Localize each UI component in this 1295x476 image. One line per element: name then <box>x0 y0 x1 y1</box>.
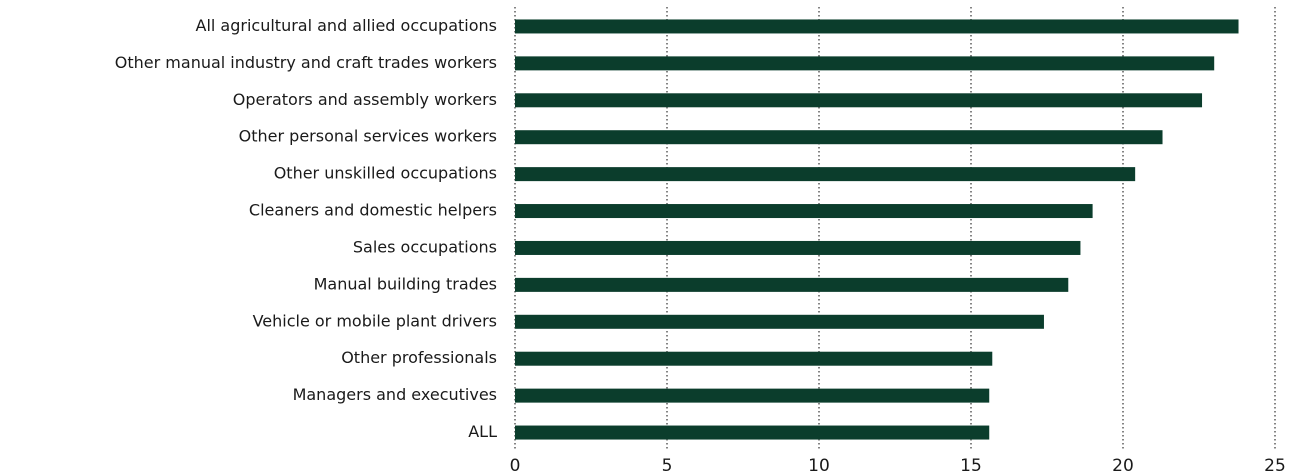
bar <box>515 167 1136 182</box>
y-tick-label: Other unskilled occupations <box>274 164 497 183</box>
y-tick-label: All agricultural and allied occupations <box>196 16 498 35</box>
bar <box>515 351 993 366</box>
y-tick-label: Sales occupations <box>353 237 497 256</box>
y-tick-label: ALL <box>468 422 497 441</box>
bar <box>515 425 990 440</box>
bar <box>515 277 1069 292</box>
bar <box>515 56 1215 71</box>
y-tick-label: Other personal services workers <box>239 127 497 146</box>
x-tick-label: 10 <box>808 456 830 476</box>
bar <box>515 388 990 403</box>
y-tick-label: Other manual industry and craft trades w… <box>115 53 497 72</box>
y-tick-label: Vehicle or mobile plant drivers <box>253 311 497 330</box>
x-tick-label: 0 <box>510 456 521 476</box>
bar <box>515 204 1093 219</box>
x-tick-label: 5 <box>662 456 673 476</box>
bar <box>515 19 1239 34</box>
x-tick-label: 25 <box>1264 456 1286 476</box>
x-tick-label: 15 <box>960 456 982 476</box>
y-tick-label: Operators and assembly workers <box>233 90 497 109</box>
x-tick-label: 20 <box>1112 456 1134 476</box>
y-tick-label: Cleaners and domestic helpers <box>249 201 497 220</box>
bar <box>515 314 1044 329</box>
bar <box>515 130 1163 145</box>
y-tick-label: Manual building trades <box>314 274 497 293</box>
y-tick-label: Other professionals <box>341 348 497 367</box>
bar <box>515 93 1203 108</box>
bar <box>515 240 1081 255</box>
y-tick-label: Managers and executives <box>293 385 497 404</box>
